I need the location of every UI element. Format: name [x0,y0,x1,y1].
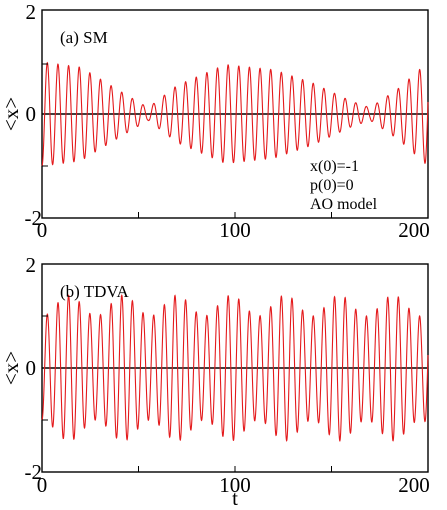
panel-b-ytick-label-top: 2 [26,253,37,277]
panel-b-xlabel: t [232,486,238,510]
panel-a-ytick-label-bottom: -2 [25,206,43,230]
panel-b-xtick-label-200: 200 [398,473,430,497]
panel-a-ytick-label-mid: 0 [26,102,37,126]
panel-a-label: (a) SM [60,28,108,47]
panel-a-xtick-label-200: 200 [398,218,430,242]
panel-a-annotation-p0: p(0)=0 [310,177,354,194]
panel-a-annotation-model: AO model [310,196,378,213]
panel-a-ylabel: <x> [0,97,23,131]
panel-b-label: (b) TDVA [60,282,130,301]
panel-b-ylabel: <x> [0,351,23,385]
panel-b-ytick-label-mid: 0 [26,356,37,380]
panel-a: 2 0 -2 0 100 200 <x> (a) SM x(0)=-1 p(0)… [0,0,430,242]
panel-a-xtick-label-100: 100 [219,218,251,242]
panel-b-ytick-label-bottom: -2 [25,460,43,484]
panel-a-series-line [41,61,429,167]
panel-b-xtick-label-0: 0 [37,473,48,497]
panel-a-ytick-label-top: 2 [26,0,37,24]
panel-b-xtick-label-100: 100 [219,473,251,497]
panel-b: 2 0 -2 0 100 200 <x> t (b) TDVA [0,253,430,510]
panel-b-series-line [41,294,429,442]
panel-a-annotation-x0: x(0)=-1 [310,158,359,175]
panel-a-xtick-label-0: 0 [37,218,48,242]
